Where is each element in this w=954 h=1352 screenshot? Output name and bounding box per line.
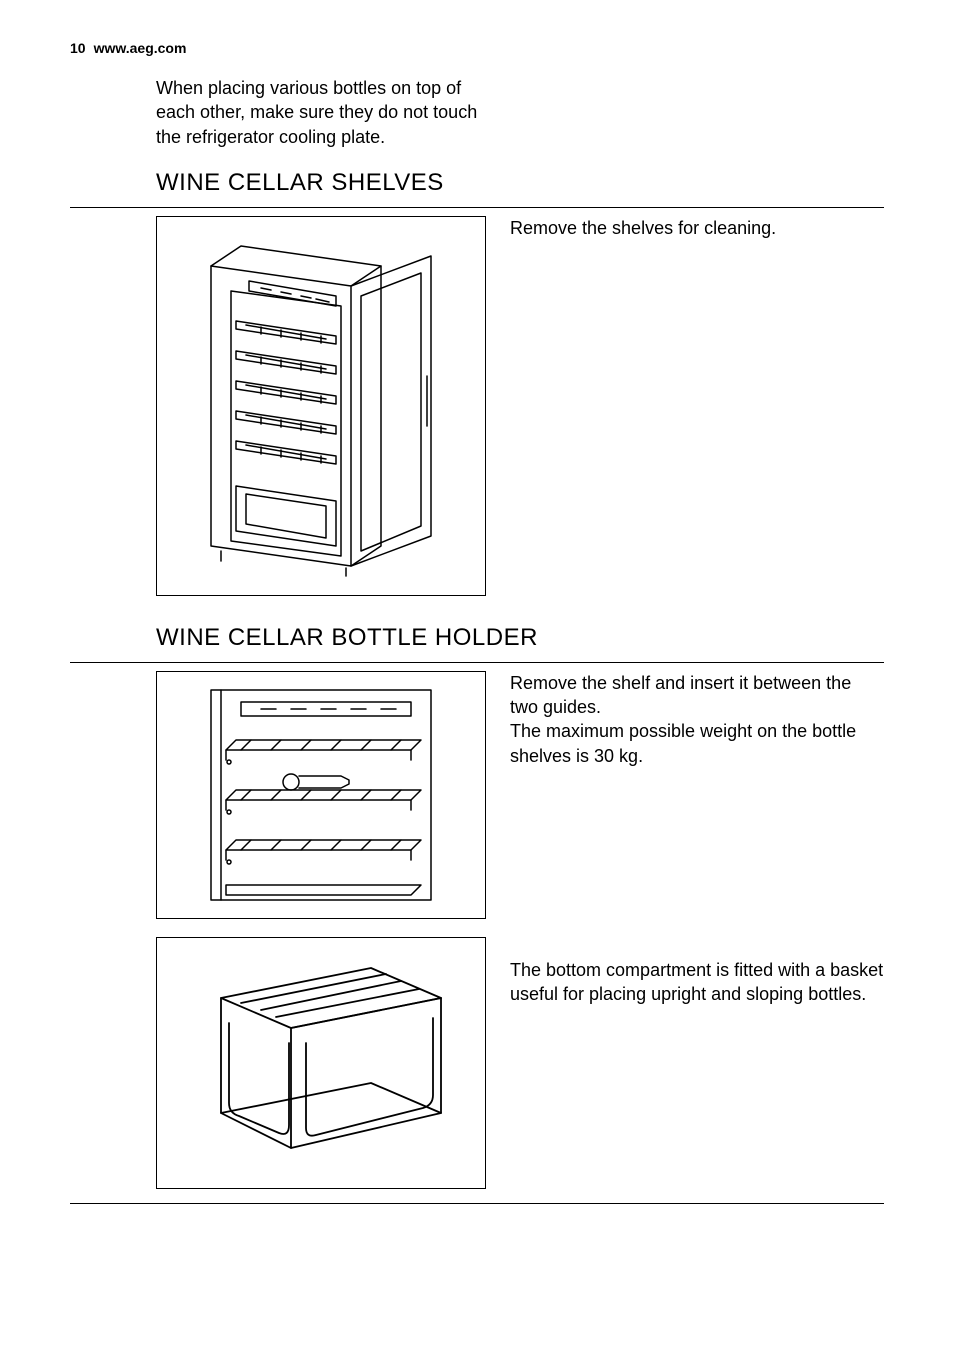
text-column-shelves: Remove the shelves for cleaning. bbox=[510, 216, 884, 240]
bottle-holder-text-a: Remove the shelf and insert it between t… bbox=[510, 671, 884, 768]
section-shelves: WINE CELLAR SHELVES bbox=[156, 169, 884, 596]
figure-column bbox=[156, 216, 486, 596]
section-bottle-holder: WINE CELLAR BOTTLE HOLDER bbox=[156, 624, 884, 1204]
section-title-shelves: WINE CELLAR SHELVES bbox=[156, 169, 884, 197]
cellar-open-icon bbox=[171, 226, 471, 586]
site-url: www.aeg.com bbox=[94, 40, 187, 56]
intro-paragraph: When placing various bottles on top of e… bbox=[156, 76, 496, 149]
figure-basket bbox=[156, 937, 486, 1189]
cellar-front-icon bbox=[171, 680, 471, 910]
page-header: 10 www.aeg.com bbox=[70, 40, 884, 56]
section-rule bbox=[70, 207, 884, 208]
figure-cellar-open bbox=[156, 216, 486, 596]
text-column-bottle-holder: Remove the shelf and insert it between t… bbox=[510, 671, 884, 1007]
section-body-bottle-holder: Remove the shelf and insert it between t… bbox=[156, 671, 884, 1189]
figure-cellar-front bbox=[156, 671, 486, 919]
figure-column bbox=[156, 671, 486, 1189]
section-rule bbox=[70, 662, 884, 663]
section-title-bottle-holder: WINE CELLAR BOTTLE HOLDER bbox=[156, 624, 884, 652]
bottle-holder-text-b: The bottom compartment is fitted with a … bbox=[510, 958, 884, 1007]
section-end-rule bbox=[70, 1203, 884, 1204]
shelves-text: Remove the shelves for cleaning. bbox=[510, 216, 884, 240]
basket-icon bbox=[171, 943, 471, 1183]
page-number: 10 bbox=[70, 40, 86, 56]
spacer bbox=[510, 768, 884, 958]
section-body-shelves: Remove the shelves for cleaning. bbox=[156, 216, 884, 596]
